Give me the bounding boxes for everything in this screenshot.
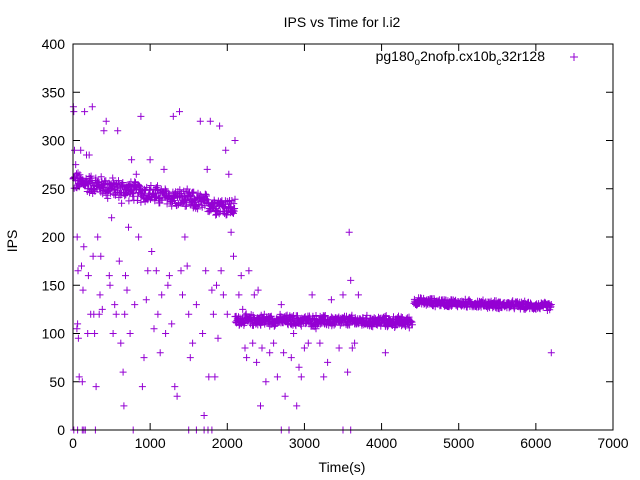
y-tick-label: 200 bbox=[42, 229, 66, 245]
legend: pg180o2nofp.cx10bc32r128 bbox=[376, 48, 578, 68]
legend-marker bbox=[570, 53, 578, 61]
x-tick-label: 1000 bbox=[135, 435, 166, 451]
x-tick-label: 7000 bbox=[597, 435, 628, 451]
x-tick-label: 6000 bbox=[520, 435, 551, 451]
x-tick-label: 2000 bbox=[212, 435, 243, 451]
legend-label-part: pg180 bbox=[376, 48, 415, 64]
plot-frame bbox=[72, 43, 614, 431]
y-tick-label: 150 bbox=[42, 277, 66, 293]
legend-label-part: 32r128 bbox=[501, 48, 545, 64]
y-axis-label: IPS bbox=[4, 230, 20, 253]
y-tick-label: 250 bbox=[42, 181, 66, 197]
x-axis-label: Time(s) bbox=[319, 459, 366, 475]
y-tick-label: 50 bbox=[49, 374, 65, 390]
x-tick-label: 3000 bbox=[289, 435, 320, 451]
series-markers bbox=[69, 103, 555, 434]
legend-plus-marker bbox=[570, 53, 578, 61]
x-tick-label: 5000 bbox=[443, 435, 474, 451]
y-tick-label: 350 bbox=[42, 84, 66, 100]
chart-title: IPS vs Time for l.i2 bbox=[284, 14, 401, 30]
x-tick-label: 0 bbox=[69, 435, 77, 451]
legend-label: pg180o2nofp.cx10bc32r128 bbox=[376, 48, 546, 68]
x-tick-label: 4000 bbox=[366, 435, 397, 451]
y-tick-label: 300 bbox=[42, 133, 66, 149]
legend-label-part: 2nofp.cx10b bbox=[420, 48, 496, 64]
axis-ticks: 0 1000 2000 3000 4000 5000 6000 7000 0 50 100 150 20… bbox=[42, 36, 629, 451]
legend-label-subscript: o bbox=[415, 57, 421, 68]
y-tick-label: 100 bbox=[42, 326, 66, 342]
y-tick-label: 0 bbox=[57, 422, 65, 438]
y-tick-label: 400 bbox=[42, 36, 66, 52]
legend-label-subscript: c bbox=[496, 57, 501, 68]
data-points bbox=[69, 103, 555, 434]
